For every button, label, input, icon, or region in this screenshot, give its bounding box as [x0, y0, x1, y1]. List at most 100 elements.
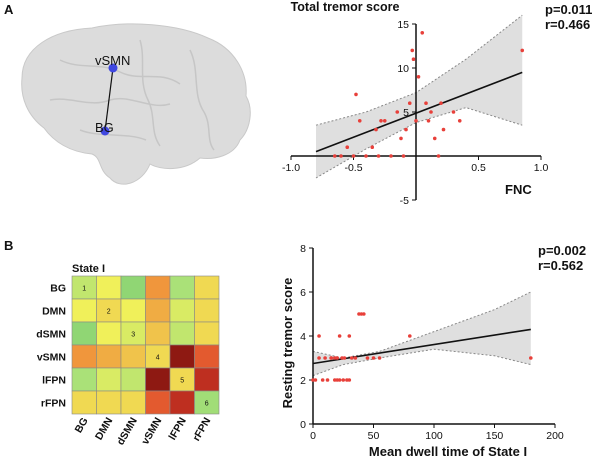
x-tick-label: -0.5 — [344, 162, 362, 174]
heatmap-col-label: lFPN — [166, 416, 188, 443]
y-axis-label: Resting tremor score — [280, 278, 295, 409]
data-point — [337, 378, 342, 382]
brain-sulcus — [79, 129, 147, 141]
x-axis-label: FNC — [505, 182, 532, 197]
y-tick-label: 4 — [300, 331, 306, 343]
data-point — [416, 75, 421, 79]
heatmap-title: State I — [72, 263, 105, 275]
panel-label-a: A — [4, 2, 14, 17]
data-point — [414, 119, 418, 123]
data-point — [325, 378, 330, 382]
data-point — [317, 334, 321, 338]
data-point — [411, 57, 416, 61]
data-point — [424, 101, 428, 105]
data-point — [364, 154, 368, 158]
y-tick-label: 10 — [397, 63, 409, 75]
node-bottom-label: BG — [95, 120, 114, 135]
p-value: p=0.011 — [545, 2, 592, 17]
data-point — [371, 356, 376, 360]
heatmap-diag-label: 6 — [205, 401, 209, 408]
data-point — [347, 378, 352, 382]
heatmap-cell — [120, 344, 146, 369]
heatmap-col-label: vSMN — [139, 416, 164, 447]
heatmap-cell — [169, 275, 195, 300]
heatmap-cell — [169, 321, 195, 346]
data-point — [332, 154, 337, 158]
x-tick-label: 0 — [310, 430, 316, 442]
data-point — [379, 119, 383, 123]
r-value: r=0.562 — [538, 258, 583, 273]
heatmap-cell — [169, 344, 195, 369]
heatmap-cell — [145, 298, 171, 323]
y-tick-label: -5 — [400, 195, 409, 207]
heatmap-cell — [96, 344, 122, 369]
data-point — [389, 154, 393, 158]
heatmap-cell — [96, 390, 122, 415]
brain-outline — [21, 23, 251, 185]
y-tick-label: 2 — [300, 375, 306, 387]
heatmap-diag-label: 1 — [82, 286, 86, 293]
data-point — [317, 356, 321, 360]
heatmap-cell — [120, 298, 146, 323]
data-point — [370, 145, 375, 149]
heatmap-cell — [120, 390, 146, 415]
heatmap-cell — [169, 390, 195, 415]
regression-line — [315, 71, 523, 153]
brain-sulcus — [59, 59, 181, 85]
y-tick-label: 0 — [300, 419, 306, 431]
heatmap-cell — [96, 367, 122, 392]
ci-lower-line — [312, 348, 531, 377]
data-point — [420, 31, 425, 35]
chart-total-tremor: Total tremor score FNC p=0.011 r=0.466 -… — [282, 0, 592, 207]
data-point — [345, 145, 350, 149]
regression-line — [312, 328, 531, 365]
x-tick-label: 50 — [368, 430, 380, 442]
panel-label-b: B — [4, 238, 13, 253]
data-point — [329, 356, 333, 360]
data-point — [457, 119, 462, 123]
x-tick-label: 150 — [486, 430, 504, 442]
data-point — [408, 334, 412, 338]
x-tick-label: 1.0 — [534, 162, 549, 174]
heatmap-cell — [71, 344, 97, 369]
heatmap-row-label: vSMN — [37, 352, 66, 364]
heatmap-diag-label: 4 — [156, 355, 160, 362]
data-point — [351, 154, 356, 158]
heatmap-col-label: dSMN — [115, 416, 140, 448]
chart-title: Total tremor score — [291, 0, 400, 14]
data-point — [432, 136, 437, 141]
heatmap-cell — [145, 321, 171, 346]
y-tick-label: 5 — [403, 107, 409, 119]
data-point — [399, 136, 403, 141]
y-tick-label: 6 — [300, 287, 306, 299]
heatmap-cell — [169, 298, 195, 323]
data-point — [407, 101, 412, 105]
data-point — [339, 154, 343, 158]
brain-sulcus — [139, 39, 161, 147]
heatmap-col-label: DMN — [93, 416, 115, 443]
heatmap-cell — [194, 367, 220, 392]
x-tick-label: -1.0 — [282, 162, 300, 174]
heatmap-cell — [71, 321, 97, 346]
chart-resting-tremor: Resting tremor score Mean dwell time of … — [280, 243, 586, 459]
heatmap-row-label: rFPN — [41, 398, 66, 410]
heatmap-row-label: BG — [50, 283, 66, 295]
heatmap-cell — [145, 390, 171, 415]
node-top-label: vSMN — [95, 53, 130, 68]
heatmap-diag-label: 5 — [180, 378, 184, 385]
heatmap-cell — [194, 321, 220, 346]
data-point — [341, 378, 346, 382]
x-axis-label: Mean dwell time of State I — [369, 444, 527, 459]
r-value: r=0.466 — [545, 17, 590, 32]
data-point — [520, 48, 525, 53]
data-point — [347, 334, 352, 338]
data-point — [349, 356, 354, 360]
heatmap-cell — [71, 367, 97, 392]
node-vsmn — [108, 63, 118, 73]
node-bg — [100, 126, 110, 136]
x-tick-label: 0.5 — [471, 162, 486, 174]
heatmap-cell — [96, 275, 122, 300]
heatmap-cell — [194, 298, 220, 323]
